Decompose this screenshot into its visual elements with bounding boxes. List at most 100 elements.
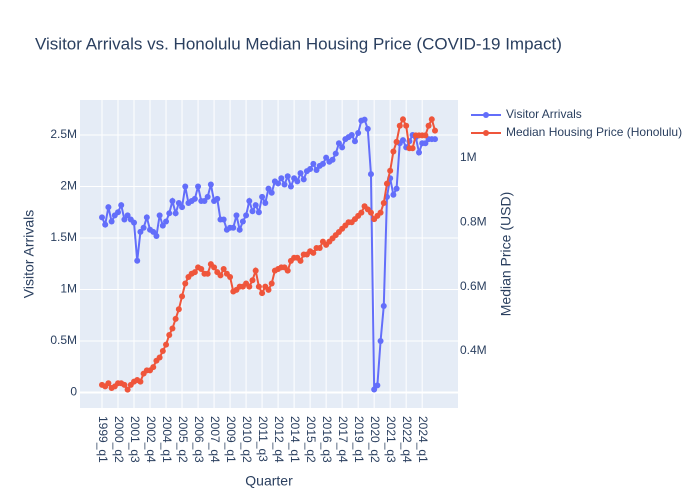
series-marker [105,380,112,387]
series-marker [211,264,218,271]
series-marker [182,280,189,287]
series-marker [246,197,253,204]
y2-tick-label: 0.6M [460,279,487,293]
y2-tick-label: 0.8M [460,214,487,228]
series-marker [191,195,198,202]
x-tick-label: 1999_q1 [96,416,110,463]
series-marker [137,378,144,385]
x-tick-label: 2019_q1 [352,416,366,463]
series-marker [284,173,291,180]
series-marker [428,116,435,123]
series-marker [361,116,368,123]
series-marker [252,202,259,209]
series-marker [262,200,269,207]
series-marker [134,257,141,264]
series-marker [175,306,182,313]
series-marker [217,272,224,279]
series-marker [422,140,429,147]
series-marker [409,145,416,152]
x-tick-label: 2001_q3 [128,416,142,463]
series-marker [259,193,266,200]
series-marker [377,338,384,345]
series-marker [432,136,438,143]
legend-label: Median Housing Price (Honolulu) [506,125,682,139]
series-marker [390,191,397,198]
series-marker [156,354,163,361]
series-marker [204,270,211,277]
x-axis-title: Quarter [245,473,293,489]
series-marker [169,197,176,204]
series-marker [300,176,307,183]
x-tick-label: 2010_q2 [240,416,254,463]
series [99,116,438,393]
series-marker [118,202,125,209]
series-marker [335,140,342,147]
series-marker [371,386,378,393]
series-marker [393,138,400,145]
series-marker [156,212,163,219]
series-marker [310,249,317,256]
series-marker [390,148,397,155]
series-marker [275,180,282,187]
y2-tick-label: 1M [460,150,477,164]
series-marker [387,167,394,174]
series-marker [364,125,371,132]
series-marker [124,386,131,393]
series-marker [166,210,173,217]
series-marker [124,212,131,219]
series-marker [367,171,374,178]
series-marker [339,144,346,151]
x-tick-label: 2007_q4 [208,416,222,463]
series-marker [348,132,355,139]
series-marker [268,280,275,287]
series-marker [380,199,387,206]
x-tick-label: 2005_q2 [176,416,190,463]
y-tick-label: 2.5M [50,127,77,141]
y-tick-label: 2M [60,179,77,193]
series-marker [403,122,410,129]
series-marker [377,209,384,216]
series-marker [220,265,227,272]
series-marker [239,218,246,225]
x-tick-label: 2004_q1 [160,416,174,463]
series-marker [195,183,202,190]
series-marker [166,331,173,338]
series-marker [374,382,381,389]
series-marker [236,226,243,233]
series-marker [137,228,144,235]
series-marker [278,175,285,182]
x-tick-label: 2014_q1 [288,416,302,463]
x-tick-label: 2002_q4 [144,416,158,463]
series-marker [214,195,221,202]
chart-title: Visitor Arrivals vs. Honolulu Median Hou… [35,34,562,53]
series-marker [105,204,112,211]
series-marker [163,341,170,348]
series-marker [396,122,403,129]
series-marker [393,185,400,192]
series-marker [399,137,406,144]
x-tick-label: 2009_q1 [224,416,238,463]
series-marker [108,218,115,225]
series-marker [191,269,198,276]
series-marker [143,214,150,221]
series-marker [351,138,358,145]
series-marker [252,267,259,274]
y-tick-label: 1.5M [50,230,77,244]
y2-tick-label: 0.4M [460,343,487,357]
series-marker [297,257,304,264]
series-marker [297,170,304,177]
series [99,116,438,393]
series-marker [150,228,157,235]
series-marker [179,204,186,211]
series-marker [316,245,323,252]
series-marker [268,189,275,196]
x-tick-label: 2006_q3 [192,416,206,463]
y-tick-label: 1M [60,282,77,296]
series-marker [355,129,362,136]
series-marker [319,160,326,167]
series-marker [432,127,438,134]
series-marker [310,160,317,167]
series-marker [198,265,205,272]
series-marker [243,212,250,219]
series-marker [307,166,314,173]
